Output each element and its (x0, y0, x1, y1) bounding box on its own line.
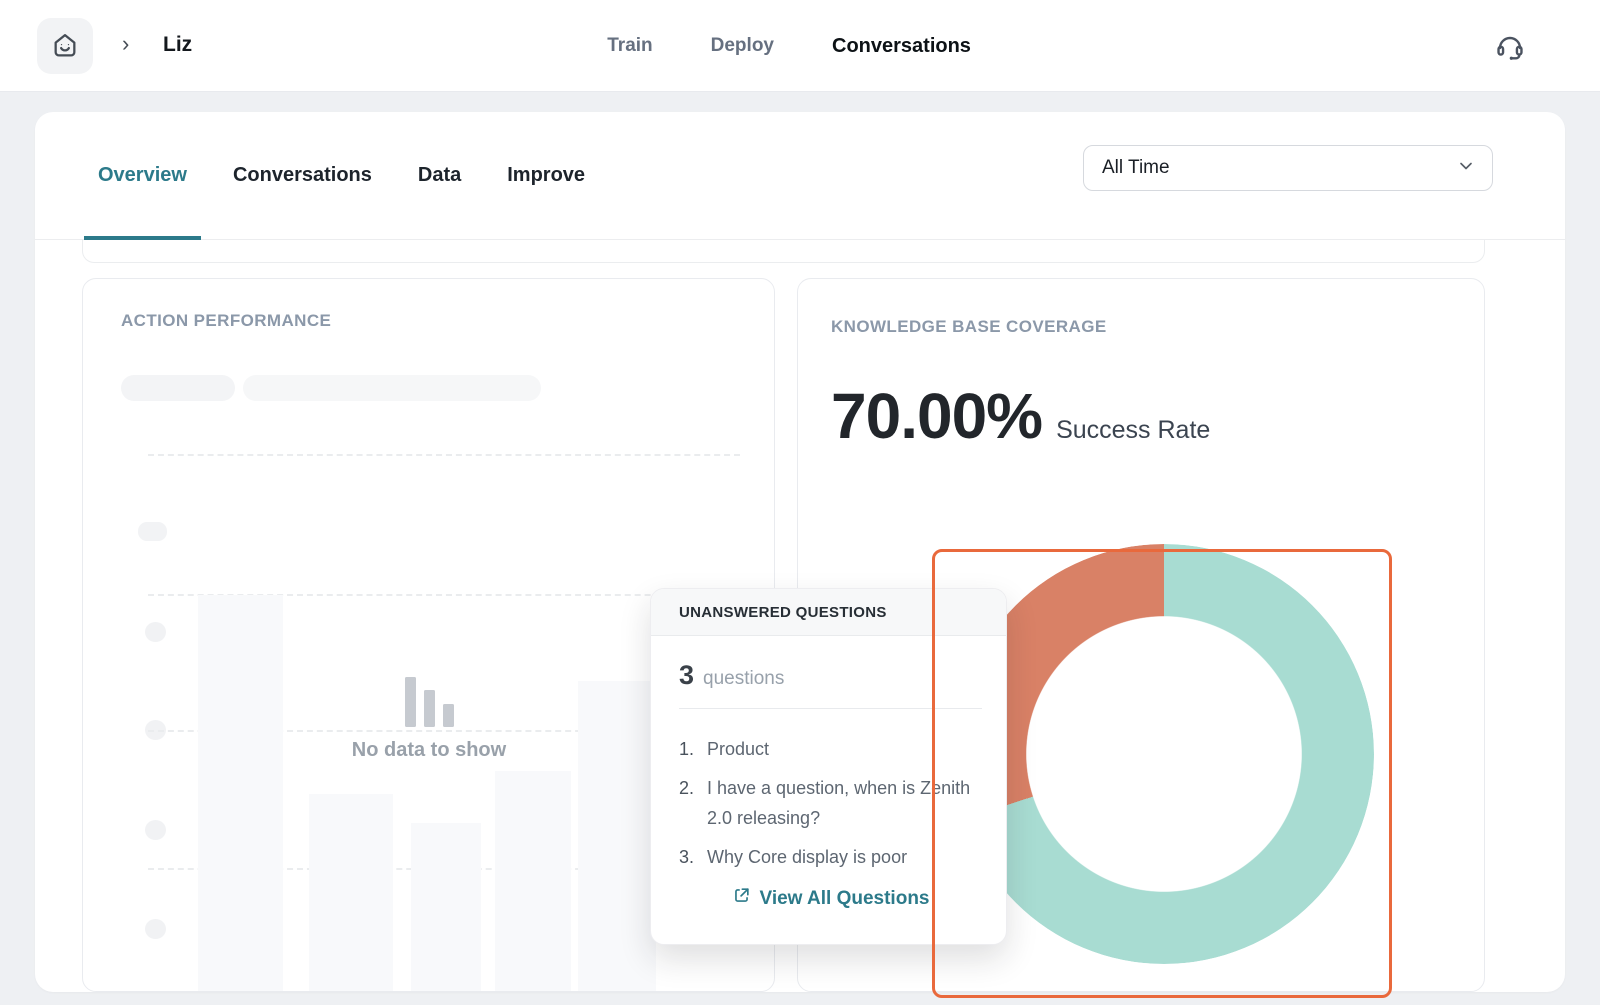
action-performance-title: ACTION PERFORMANCE (121, 311, 332, 330)
question-text: Why Core display is poor (707, 847, 908, 867)
skeleton-dot (145, 919, 166, 939)
view-all-questions-link[interactable]: View All Questions (679, 886, 982, 911)
question-count: 3 questions (679, 660, 982, 691)
tab-conversations[interactable]: Conversations (232, 164, 372, 186)
nav-item-deploy[interactable]: Deploy (710, 35, 775, 56)
question-number: 3. (679, 847, 695, 867)
tab-data[interactable]: Data (417, 164, 462, 186)
coverage-donut[interactable] (954, 544, 1374, 964)
bar-chart-icon (323, 657, 535, 727)
success-rate-stat: 70.00% Success Rate (831, 379, 1210, 453)
top-nav: › Liz Train Deploy Conversations (0, 0, 1600, 92)
skeleton-bar (198, 595, 283, 991)
question-item: 2. I have a question, when is Zenith 2.0… (679, 773, 982, 833)
question-text: Product (707, 739, 770, 759)
skeleton-gridline (148, 730, 740, 732)
home-smiley-icon (49, 29, 81, 64)
question-count-value: 3 (679, 660, 695, 690)
success-rate-label: Success Rate (1056, 416, 1211, 444)
time-filter-select[interactable]: All Time (1083, 145, 1493, 191)
question-list: 1. Product 2. I have a question, when is… (679, 734, 982, 872)
knowledge-base-card: KNOWLEDGE BASE COVERAGE 70.00% Success R… (797, 278, 1485, 992)
dashboard-container: Overview Conversations Data Improve All … (35, 112, 1565, 992)
tab-improve[interactable]: Improve (507, 164, 586, 186)
view-all-questions-label: View All Questions (759, 887, 930, 909)
main-nav: Train Deploy Conversations (607, 0, 971, 92)
question-text: I have a question, when is Zenith 2.0 re… (707, 778, 971, 828)
question-item: 1. Product (679, 734, 982, 764)
skeleton-pill (121, 375, 235, 401)
time-filter-value: All Time (1102, 157, 1170, 178)
question-number: 2. (679, 778, 695, 798)
skeleton-bar (309, 794, 393, 991)
skeleton-gridline (148, 594, 740, 596)
breadcrumb-chevron-icon: › (122, 31, 130, 56)
skeleton-dot (145, 622, 166, 642)
knowledge-base-title: KNOWLEDGE BASE COVERAGE (831, 317, 1107, 336)
popup-title: UNANSWERED QUESTIONS (651, 589, 1006, 636)
nav-item-conversations[interactable]: Conversations (832, 34, 971, 57)
empty-state: No data to show (323, 657, 535, 762)
external-link-icon (732, 886, 751, 911)
question-item: 3. Why Core display is poor (679, 842, 982, 872)
question-count-label: questions (703, 668, 785, 689)
empty-state-message: No data to show (351, 739, 507, 761)
tab-overview[interactable]: Overview (84, 112, 201, 240)
question-number: 1. (679, 739, 695, 759)
home-button[interactable] (37, 18, 93, 74)
skeleton-pill (243, 375, 541, 401)
skeleton-pill (138, 522, 167, 541)
skeleton-bar (495, 771, 571, 991)
breadcrumb-project-name[interactable]: Liz (163, 33, 193, 56)
nav-item-train[interactable]: Train (607, 35, 653, 56)
divider (679, 708, 982, 709)
analytics-tabs: Overview Conversations Data Improve (35, 112, 1565, 240)
success-rate-value: 70.00% (831, 380, 1043, 452)
skeleton-bar (411, 823, 481, 991)
collapsed-card (82, 240, 1485, 263)
unanswered-questions-popup: UNANSWERED QUESTIONS 3 questions 1. Prod… (650, 588, 1007, 945)
chevron-down-icon (1456, 156, 1476, 181)
skeleton-bar (578, 681, 656, 991)
support-headset-icon[interactable] (1494, 30, 1526, 62)
skeleton-gridline (148, 454, 740, 456)
skeleton-dot (145, 820, 166, 840)
